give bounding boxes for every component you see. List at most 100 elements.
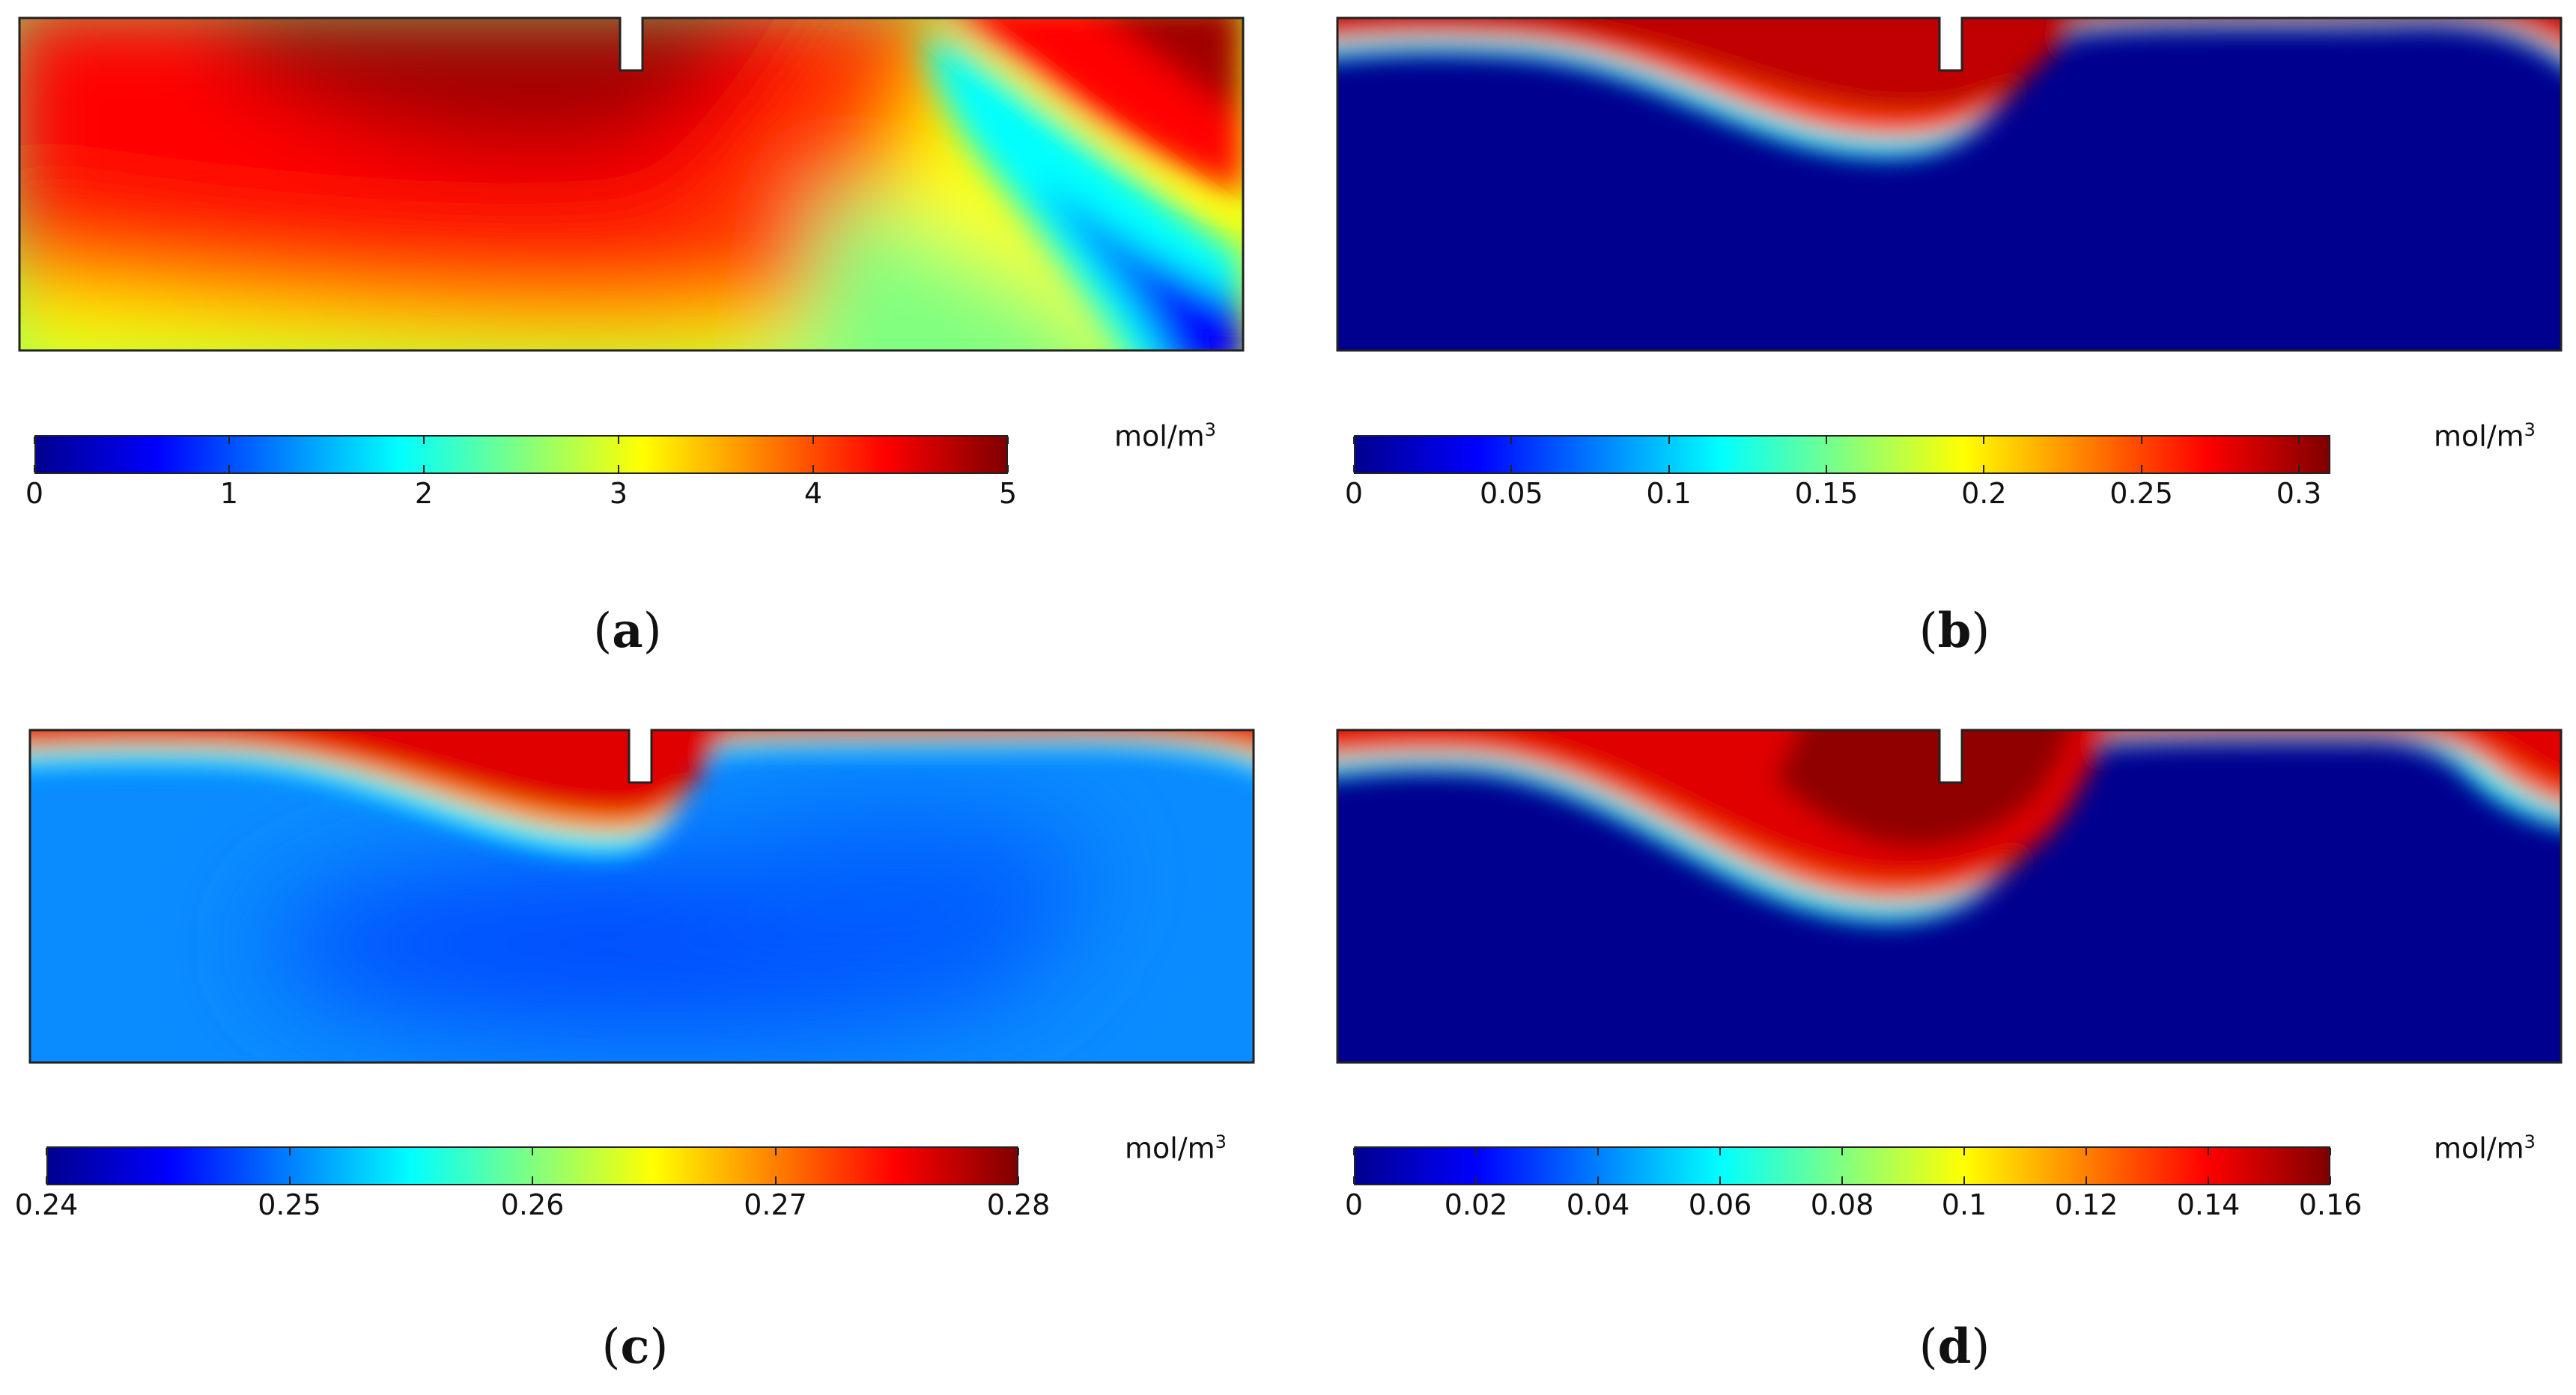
colorbar-a: 0 1 2 3 4 5 <box>25 435 1017 525</box>
concentration-field-b <box>1337 18 2561 350</box>
colorbar-tick-label: 0.27 <box>744 1188 807 1221</box>
colorbar-tick-mark <box>1963 1176 1965 1184</box>
colorbar-tick-mark <box>2297 465 2300 472</box>
colorbar-tick-mark <box>1668 437 1670 444</box>
colorbar-tick-label: 0.25 <box>258 1188 321 1221</box>
unit-label-a: mol/m3 <box>1114 419 1216 453</box>
concentration-plot-a <box>18 16 1245 352</box>
colorbar-tick-mark <box>1475 1176 1477 1184</box>
colorbar-tick-mark <box>618 465 619 472</box>
colorbar-tick-mark <box>228 465 230 472</box>
concentration-plot-d <box>1336 729 2563 1064</box>
colorbar-tick-mark <box>2297 437 2300 444</box>
concentration-field-d <box>1337 730 2561 1063</box>
colorbar-tick-label: 0.24 <box>14 1188 79 1221</box>
colorbar-tick-mark <box>1597 1176 1599 1184</box>
colorbar-tick-label: 0.12 <box>2054 1188 2118 1221</box>
colorbar-tick-mark <box>1983 437 1985 444</box>
colorbar-tick-label: 0.08 <box>1810 1188 1874 1221</box>
colorbar-tick-mark <box>46 1148 47 1155</box>
colorbar-tick-label: 0.1 <box>1646 477 1692 510</box>
colorbar-tick-label: 5 <box>998 477 1018 510</box>
colorbar-tick-label: 0.1 <box>1941 1188 1987 1221</box>
colorbar-tick-label: 0.16 <box>2298 1188 2363 1221</box>
colorbar-tick-mark <box>2208 1148 2209 1155</box>
colorbar-tick-label: 0 <box>25 477 44 510</box>
colorbar-tick-mark <box>1353 1148 1355 1155</box>
colorbar-d: 0 0.02 0.04 0.06 0.08 0.1 0.12 0.14 0.16 <box>1345 1146 2362 1236</box>
colorbar-tick-mark <box>1668 465 1670 472</box>
colorbar-tick-label: 0 <box>1344 1188 1364 1221</box>
colorbar-tick-mark <box>812 437 814 444</box>
panel-label-a: (a) <box>593 603 662 659</box>
colorbar-tick-mark <box>774 1176 777 1184</box>
panel-label-b: (b) <box>1919 603 1990 659</box>
colorbar-tick-label: 0.06 <box>1688 1188 1752 1221</box>
colorbar-gradient-a <box>34 435 1008 474</box>
colorbar-tick-mark <box>532 1176 533 1184</box>
colorbar-tick-mark <box>288 1148 291 1155</box>
concentration-plot-c <box>28 729 1255 1064</box>
colorbar-tick-label: 0.25 <box>2109 477 2173 510</box>
colorbar-tick-mark <box>1841 1176 1843 1184</box>
panel-c: 0.24 0.25 0.26 0.27 0.28 mol/m3 (c) <box>0 697 1288 1394</box>
panel-b: 0 0.05 0.1 0.15 0.2 0.25 0.3 mol/m3 (b) <box>1288 0 2576 697</box>
colorbar-tick-mark <box>1825 465 1827 472</box>
panel-label-c: (c) <box>601 1319 669 1375</box>
colorbar-tick-label: 0.3 <box>2276 477 2322 510</box>
colorbar-tick-mark <box>2330 1176 2331 1184</box>
colorbar-tick-mark <box>1007 465 1009 472</box>
panel-label-d: (d) <box>1919 1319 1990 1375</box>
domain-outline-d <box>1336 729 2563 1064</box>
colorbar-tick-label: 3 <box>609 477 628 510</box>
colorbar-tick-mark <box>2330 1148 2331 1155</box>
colorbar-tick-mark <box>1510 465 1513 472</box>
colorbar-tick-mark <box>34 465 35 472</box>
colorbar-tick-mark <box>46 1176 47 1184</box>
colorbar-tick-mark <box>423 437 425 444</box>
domain-outline-b <box>1336 16 2563 352</box>
colorbar-tick-mark <box>812 465 814 472</box>
colorbar-tick-label: 0.02 <box>1444 1188 1508 1221</box>
colorbar-tick-mark <box>1018 1176 1019 1184</box>
colorbar-tick-mark <box>1353 465 1355 472</box>
unit-label-d: mol/m3 <box>2434 1131 2536 1165</box>
domain-outline-a <box>18 16 1245 352</box>
colorbar-tick-mark <box>774 1148 777 1155</box>
colorbar-tick-label: 0.2 <box>1961 477 2007 510</box>
colorbar-tick-mark <box>1007 437 1009 444</box>
colorbar-tick-mark <box>532 1148 533 1155</box>
unit-label-c: mol/m3 <box>1125 1131 1227 1165</box>
colorbar-tick-mark <box>1983 465 1985 472</box>
colorbar-tick-mark <box>2086 1176 2087 1184</box>
concentration-field-a <box>19 18 1243 350</box>
colorbar-tick-mark <box>1475 1148 1477 1155</box>
colorbar-tick-label: 4 <box>804 477 823 510</box>
unit-label-b: mol/m3 <box>2434 419 2536 453</box>
colorbar-tick-mark <box>1018 1148 1019 1155</box>
panel-a: 0 1 2 3 4 5 mol/m3 (a) <box>0 0 1288 697</box>
domain-outline-c <box>28 729 1255 1064</box>
colorbar-tick-mark <box>1719 1148 1721 1155</box>
concentration-plot-b <box>1336 16 2563 352</box>
colorbar-tick-label: 0.04 <box>1566 1188 1630 1221</box>
colorbar-tick-label: 1 <box>219 477 239 510</box>
colorbar-tick-mark <box>1719 1176 1721 1184</box>
concentration-field-c <box>30 730 1254 1063</box>
colorbar-tick-mark <box>1353 437 1355 444</box>
colorbar-tick-mark <box>1825 437 1827 444</box>
colorbar-gradient-b <box>1354 435 2330 474</box>
colorbar-tick-label: 0.05 <box>1480 477 1543 510</box>
colorbar-tick-mark <box>1597 1148 1599 1155</box>
colorbar-tick-mark <box>2140 465 2142 472</box>
colorbar-tick-mark <box>34 437 35 444</box>
colorbar-tick-mark <box>288 1176 291 1184</box>
colorbar-tick-mark <box>2086 1148 2087 1155</box>
colorbar-tick-mark <box>1510 437 1513 444</box>
colorbar-tick-mark <box>2208 1176 2209 1184</box>
panel-d: 0 0.02 0.04 0.06 0.08 0.1 0.12 0.14 0.16 mol/m3 … <box>1288 697 2576 1394</box>
colorbar-tick-mark <box>423 465 425 472</box>
colorbar-tick-label: 0.14 <box>2176 1188 2241 1221</box>
colorbar-tick-label: 2 <box>414 477 434 510</box>
colorbar-tick-label: 0 <box>1344 477 1364 510</box>
